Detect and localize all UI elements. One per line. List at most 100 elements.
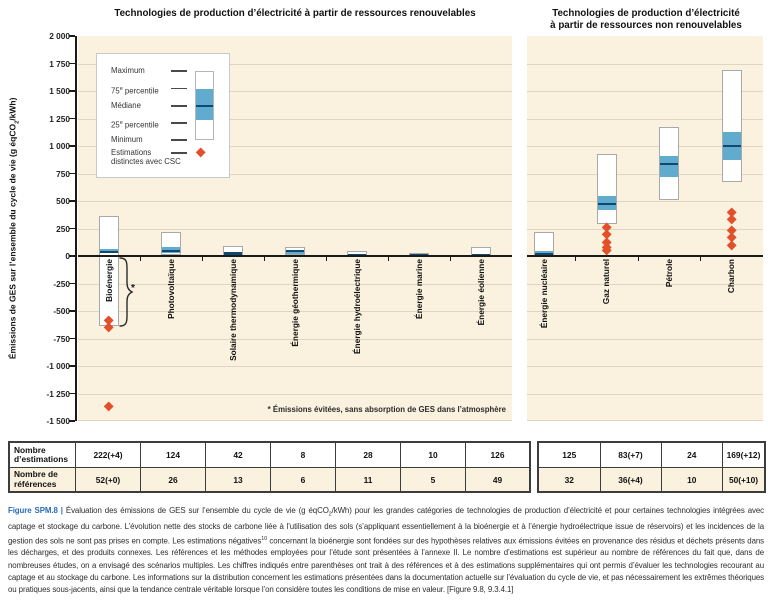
table-cell: 26 xyxy=(140,467,205,491)
legend-leader-minimum xyxy=(171,139,187,141)
table-cell: 10 xyxy=(660,467,722,491)
category-label-tech-6: Énergie éolienne xyxy=(475,259,486,326)
y-tick-label: -1 500 xyxy=(46,416,70,426)
legend-label: 75 xyxy=(111,86,120,96)
x-axis-tick xyxy=(264,257,266,261)
table-cell: 49 xyxy=(465,467,529,491)
gridline xyxy=(527,366,763,367)
box-median-tech-0 xyxy=(100,250,118,253)
category-label-tech-1: Gaz naturel xyxy=(601,259,611,305)
caption-footnote-ref: 10 xyxy=(261,535,267,542)
table-cell: 222(+4) xyxy=(75,443,140,467)
gridline xyxy=(527,420,763,421)
x-axis-tick xyxy=(637,257,639,261)
x-axis-tick xyxy=(450,257,452,261)
table-cell: 6 xyxy=(270,467,335,491)
table-cell: 50(+10) xyxy=(722,467,764,491)
ccs-estimate-diamond xyxy=(103,401,115,412)
legend-leader-ccs xyxy=(171,152,187,154)
figure-caption: Figure SPM.8 | Évaluation des émissions d… xyxy=(8,505,764,596)
legend-label: percentile xyxy=(122,86,159,96)
legend-item-median: Médiane xyxy=(111,101,141,111)
gridline xyxy=(78,118,512,120)
table-row-header: Nombre d’estimations xyxy=(14,444,68,464)
non-renewables-plot-area: Énergie nucléaire Gaz naturel Pétrole Charb… xyxy=(527,36,763,421)
legend-leader-maximum xyxy=(171,70,187,72)
right-panel-title-line1: Technologies de production d’électricité xyxy=(552,8,740,19)
gridline xyxy=(527,338,763,340)
box-median-tech-1 xyxy=(162,249,180,253)
legend-item-minimum: Minimum xyxy=(111,135,143,145)
footnote-marker: * xyxy=(267,405,271,414)
table-cell: 8 xyxy=(270,443,335,467)
table-cell: 10 xyxy=(400,443,465,467)
y-axis-line xyxy=(75,36,77,421)
category-label-tech-0: Bioénergie xyxy=(103,259,114,302)
box-median-tech-0 xyxy=(535,253,553,256)
legend-item-p75: 75e percentile xyxy=(111,84,159,96)
box-minmax-tech-1 xyxy=(596,153,617,225)
legend-label: Minimum xyxy=(111,135,143,144)
gridline xyxy=(527,63,763,65)
y-axis-title-text: Émissions de GES sur l’ensemble du cycle… xyxy=(7,123,18,360)
chart-footnote: * Émissions évitées, sans absorption de … xyxy=(200,405,506,414)
legend-label: 25 xyxy=(111,120,120,130)
gridline xyxy=(527,311,763,312)
gridline xyxy=(527,118,763,120)
legend-item-maximum: Maximum xyxy=(111,66,145,76)
gridline xyxy=(78,228,512,230)
table-cell: 36(+4) xyxy=(599,467,661,491)
x-axis-tick xyxy=(575,257,577,261)
gridline xyxy=(78,393,512,395)
box-minmax-tech-3 xyxy=(721,70,742,182)
legend-ccs-diamond-icon xyxy=(195,147,206,158)
y-axis-title-unit: /kWh) xyxy=(7,97,18,121)
legend-leader-median xyxy=(171,105,187,107)
gridline xyxy=(78,338,512,340)
x-axis-tick xyxy=(202,257,204,261)
box-median-tech-6 xyxy=(472,253,490,256)
category-label-tech-5: Énergie marine xyxy=(413,259,424,319)
box-median-tech-1 xyxy=(597,203,616,206)
gridline xyxy=(527,201,763,202)
bioenergy-bracket xyxy=(119,257,134,327)
table-cell: 126 xyxy=(465,443,529,467)
legend-label-sup: e xyxy=(119,120,123,126)
category-label-tech-2: Pétrole xyxy=(663,259,674,288)
gridline xyxy=(78,91,512,92)
y-axis-title-subscript: 2 xyxy=(14,120,21,124)
footnote-text: Émissions évitées, sans absorption de GE… xyxy=(270,405,506,414)
table-cell: 5 xyxy=(400,467,465,491)
x-axis-line xyxy=(527,255,763,257)
gridline xyxy=(527,91,763,92)
x-axis-tick xyxy=(700,257,702,261)
left-panel-title: Technologies de production d’électricité… xyxy=(114,8,476,19)
gridline xyxy=(527,283,763,285)
gridline xyxy=(78,283,512,285)
legend-label: Médiane xyxy=(111,101,141,110)
box-median-tech-3 xyxy=(286,249,304,253)
category-label-tech-4: Énergie hydroélectrique xyxy=(351,259,362,354)
legend-item-p25: 25e percentile xyxy=(111,118,159,130)
gridline xyxy=(527,228,763,230)
legend-leader-p75 xyxy=(171,87,187,90)
legend-label: Estimations distinctes avec CSC xyxy=(111,148,181,166)
gridline xyxy=(78,366,512,367)
caption-text: Évaluation des émissions de GES sur l’en… xyxy=(65,506,329,515)
gridline xyxy=(78,420,512,421)
caption-subscript: 2 xyxy=(328,511,332,518)
box-iqr-tech-1 xyxy=(597,195,616,210)
right-panel-title: Technologies de production d’électricité… xyxy=(527,8,765,31)
category-label-tech-0: Énergie nucléaire xyxy=(538,259,549,329)
table-cell: 11 xyxy=(335,467,400,491)
gridline xyxy=(78,201,512,202)
box-iqr-tech-2 xyxy=(660,156,678,177)
y-axis-title: Émissions de GES sur l’ensemble du cycle… xyxy=(8,68,21,388)
bioenergy-asterisk: * xyxy=(131,283,135,294)
category-label-tech-3: Charbon xyxy=(726,259,736,294)
legend-label: percentile xyxy=(122,120,159,130)
caption-figure-label: Figure SPM.8 | xyxy=(8,506,63,515)
table-cell: 169(+12) xyxy=(722,443,764,467)
box-minmax-tech-2 xyxy=(223,246,243,256)
